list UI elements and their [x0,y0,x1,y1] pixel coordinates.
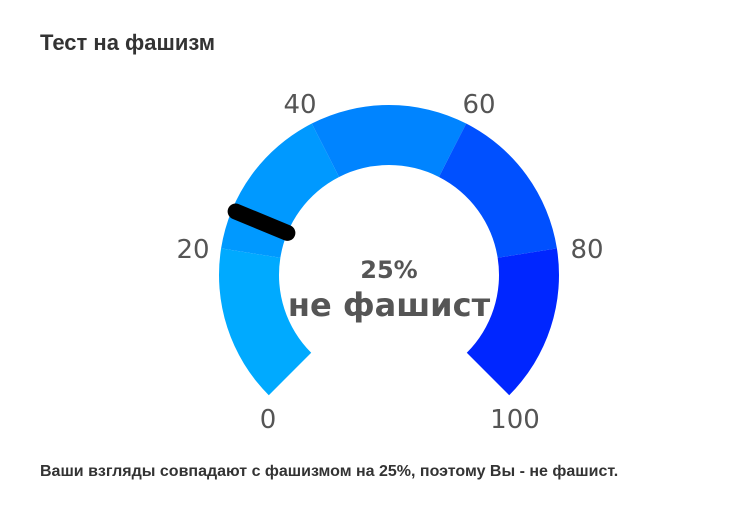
gauge-band [219,248,312,396]
gauge-tick-label: 100 [490,405,540,435]
gauge-band [438,123,557,258]
gauge-value-label: 25% [360,256,417,284]
gauge-tick-label: 60 [462,90,495,120]
result-description: Ваши взгляды совпадают с фашизмом на 25%… [40,463,619,480]
page-title: Тест на фашизм [40,30,216,55]
gauge-tick-label: 40 [283,90,316,120]
gauge-needle [227,203,296,241]
gauge-band [311,104,467,177]
gauge-tick-label: 80 [570,235,603,265]
gauge-verdict: не фашист [288,286,491,324]
gauge-band [466,248,559,396]
gauge-tick-label: 0 [260,405,277,435]
gauge-tick-label: 20 [176,235,209,265]
